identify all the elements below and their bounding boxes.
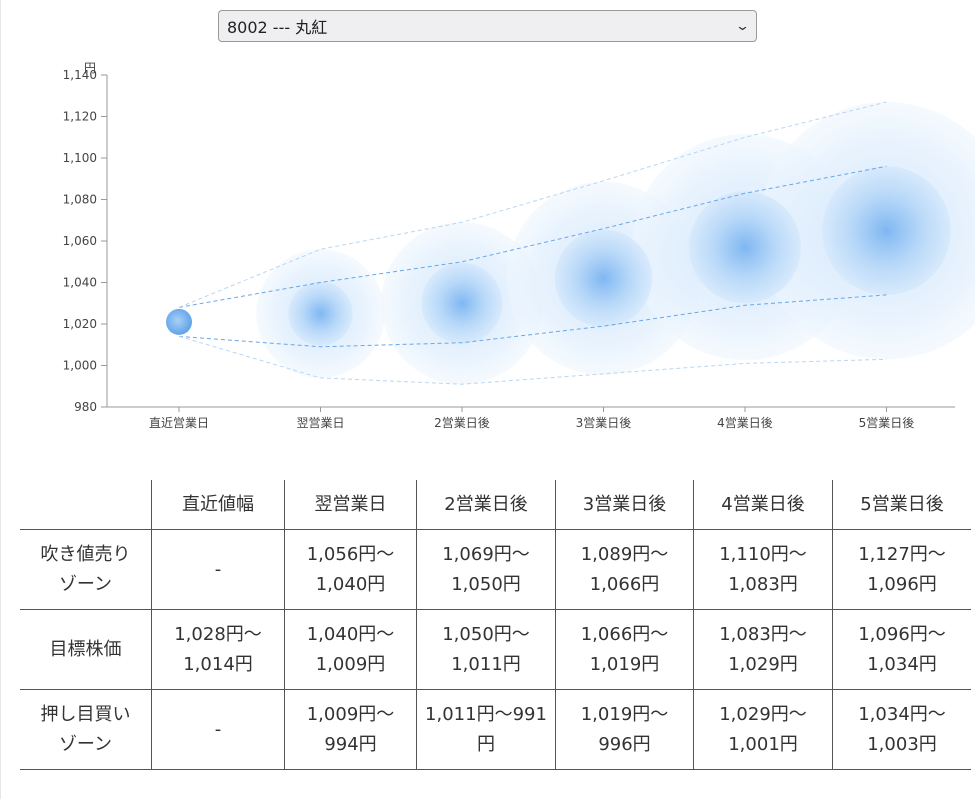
- outer-upper-line: [178, 101, 887, 308]
- y-tick-label: 1,120: [63, 110, 97, 124]
- x-tick-label: 5営業日後: [859, 416, 915, 430]
- x-tick-label: 2営業日後: [434, 416, 490, 430]
- y-tick-label: 1,060: [63, 234, 97, 248]
- forecast-table: 直近値幅 翌営業日 2営業日後 3営業日後 4営業日後 5営業日後 吹き値売りゾ…: [20, 480, 971, 770]
- y-tick-label: 1,080: [63, 193, 97, 207]
- table-header-cell: 直近値幅: [151, 480, 285, 530]
- table-header-cell: 4営業日後: [693, 480, 833, 530]
- table-cell: 1,009円～ 994円: [284, 689, 417, 770]
- table-cell: 1,096円～ 1,034円: [832, 609, 971, 690]
- y-tick-label: 1,140: [63, 68, 97, 82]
- stock-selector[interactable]: 8002 --- 丸紅 ⌄: [218, 10, 757, 42]
- table-cell: 1,069円～ 1,050円: [416, 529, 556, 610]
- table-row: 吹き値売り ゾーン - 1,056円～ 1,040円 1,069円～ 1,050円 1…: [20, 529, 971, 610]
- row-label-target-price: 目標株価: [20, 609, 152, 690]
- inner-upper-line: [178, 165, 887, 308]
- table-cell: 1,040円～ 1,009円: [284, 609, 417, 690]
- table-cell: 1,089円～ 1,066円: [555, 529, 694, 610]
- table-cell: 1,028円～ 1,014円: [151, 609, 285, 690]
- stock-selector-value: 8002 --- 丸紅: [227, 18, 328, 37]
- table-header-cell: 5営業日後: [832, 480, 971, 530]
- y-tick-label: 980: [74, 400, 97, 414]
- target-range-bubble: [688, 191, 802, 304]
- y-tick-label: 1,020: [63, 317, 97, 331]
- table-header-cell: 3営業日後: [555, 480, 694, 530]
- table-cell: -: [151, 689, 285, 770]
- table-cell: 1,029円～ 1,001円: [693, 689, 833, 770]
- table-cell: 1,056円～ 1,040円: [284, 529, 417, 610]
- table-cell: 1,011円～991 円: [416, 689, 556, 770]
- y-tick-label: 1,040: [63, 276, 97, 290]
- table-corner-cell: [20, 480, 152, 530]
- table-cell: 1,110円～ 1,083円: [693, 529, 833, 610]
- y-tick-label: 1,000: [63, 359, 97, 373]
- table-cell: 1,083円～ 1,029円: [693, 609, 833, 690]
- table-header-cell: 翌営業日: [284, 480, 417, 530]
- row-label-buy-zone: 押し目買い ゾーン: [20, 689, 152, 770]
- x-tick-label: 翌営業日: [296, 416, 344, 430]
- y-axis-unit-label: 円: [84, 61, 96, 75]
- target-range-bubble: [554, 229, 653, 328]
- table-cell: 1,050円～ 1,011円: [416, 609, 556, 690]
- latest-price-dot: [166, 308, 192, 335]
- row-label-sell-zone: 吹き値売り ゾーン: [20, 529, 152, 610]
- table-row: 目標株価 1,028円～ 1,014円 1,040円～ 1,009円 1,050円～…: [20, 609, 971, 690]
- table-cell: 1,127円～ 1,096円: [832, 529, 971, 610]
- x-tick-label: 3営業日後: [576, 416, 632, 430]
- y-tick-label: 1,100: [63, 151, 97, 165]
- target-range-bubble: [822, 166, 951, 295]
- table-cell: 1,019円～ 996円: [555, 689, 694, 770]
- table-cell: 1,066円～ 1,019円: [555, 609, 694, 690]
- target-range-bubble: [288, 281, 353, 346]
- chevron-down-icon: ⌄: [734, 18, 751, 34]
- table-cell: 1,034円～ 1,003円: [832, 689, 971, 770]
- table-row: 押し目買い ゾーン - 1,009円～ 994円 1,011円～991 円 1,019…: [20, 689, 971, 770]
- table-header-row: 直近値幅 翌営業日 2営業日後 3営業日後 4営業日後 5営業日後: [20, 480, 971, 530]
- x-tick-label: 4営業日後: [717, 416, 773, 430]
- forecast-chart: 円 1,140 1,120 1,100 1,080 1,060 1,040 1,020 1,0…: [63, 61, 975, 430]
- target-range-bubble: [421, 262, 503, 344]
- x-tick-label: 直近営業日: [149, 416, 209, 430]
- outer-lower-line: [178, 335, 887, 385]
- table-cell: -: [151, 529, 285, 610]
- table-header-cell: 2営業日後: [416, 480, 556, 530]
- left-border: [0, 0, 1, 799]
